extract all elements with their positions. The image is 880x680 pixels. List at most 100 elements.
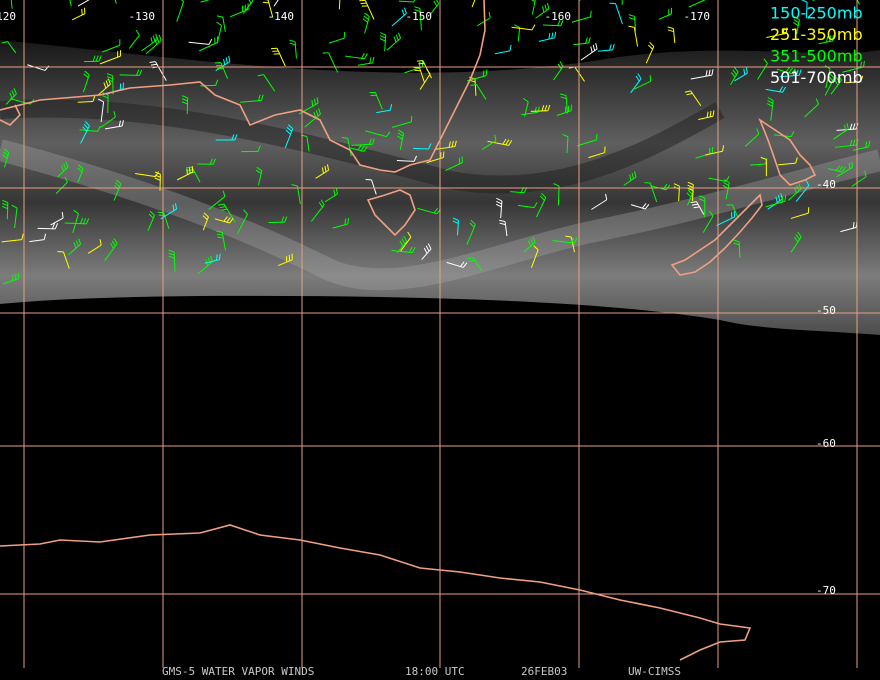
wind-barb-shaft <box>536 197 547 218</box>
wind-barb-feather <box>551 32 554 39</box>
wind-barb-feather <box>335 188 338 195</box>
wind-barb-feather <box>361 52 365 59</box>
nz-north-island <box>758 117 817 186</box>
wind-barb-shaft <box>141 39 158 52</box>
wind-barb-feather <box>78 238 82 245</box>
wind-barb-feather <box>792 22 799 27</box>
wind-barb-feather <box>531 0 536 3</box>
wind-barb-feather <box>158 34 162 41</box>
wind-barb-feather <box>826 36 829 43</box>
wind-barb-feather <box>505 139 510 146</box>
legend-entry: 150-250mb <box>770 4 863 23</box>
lon-label: -170 <box>684 10 711 23</box>
lat-label: -60 <box>816 437 836 450</box>
coastlines <box>0 0 817 661</box>
wind-barb-feather <box>255 169 262 175</box>
wind-barb-shaft <box>790 212 809 219</box>
wind-barb-feather <box>113 111 116 118</box>
wind-barb-feather <box>106 73 113 77</box>
wind-barb-feather <box>531 24 536 31</box>
footer: GMS-5 WATER VAPOR WINDS 18:00 UTC 26FEB03 U… <box>162 665 681 678</box>
wind-barb-feather <box>258 94 261 101</box>
wind-barb-feather <box>13 88 17 95</box>
wind-barb-shaft <box>344 55 365 60</box>
footer-text: 26FEB03 <box>521 665 567 678</box>
wind-barb-feather <box>410 115 413 122</box>
wind-barb-feather <box>257 74 264 77</box>
wind-barb-feather <box>451 141 454 148</box>
wind-barb-feather <box>705 70 708 77</box>
wind-barb-feather <box>793 19 800 24</box>
wind-barb-shaft <box>77 168 84 183</box>
wind-barb-feather <box>368 138 372 145</box>
wind-barb-shaft <box>154 61 167 81</box>
wind-barb-feather <box>363 15 369 20</box>
wind-barb-feather <box>150 37 153 44</box>
wind-barb-shaft <box>365 130 387 138</box>
wind-barb-feather <box>863 60 865 67</box>
wind-barb-feather <box>43 233 47 240</box>
wind-barb-feather <box>318 108 321 115</box>
wind-barb-feather <box>634 171 637 178</box>
wind-barb-feather <box>363 146 368 152</box>
wind-barb-shaft <box>495 50 511 55</box>
wind-barb-feather <box>559 61 564 67</box>
wind-barb-feather <box>780 193 783 200</box>
wind-barb-shaft <box>702 215 714 233</box>
wind-barb-feather <box>77 167 83 173</box>
wind-barb-feather <box>523 97 529 103</box>
wind-barb-feather <box>790 131 795 137</box>
lat-label: -40 <box>816 178 836 191</box>
wind-barb-feather <box>760 156 767 160</box>
wind-barb-feather <box>398 32 402 39</box>
wind-barb-shaft <box>284 128 294 149</box>
wind-barb-shaft <box>57 166 69 178</box>
wind-barb-shaft <box>391 250 413 254</box>
wind-barb-feather <box>2 151 9 156</box>
wind-barb-feather <box>372 56 375 63</box>
wind-barb-feather <box>262 1 269 4</box>
wind-barb-shaft <box>487 140 509 146</box>
wind-barb-shaft <box>672 28 676 43</box>
wind-barb-feather <box>851 161 854 168</box>
wind-barb-shaft <box>145 40 162 55</box>
wind-barb-shaft <box>690 74 712 80</box>
wind-barb-feather <box>553 183 560 187</box>
wind-barb-feather <box>502 138 507 145</box>
wind-barb-shaft <box>27 64 46 71</box>
wind-barb-shaft <box>173 252 176 272</box>
wind-barb-feather <box>139 69 143 76</box>
wind-barb-feather <box>595 42 598 50</box>
wind-barb-feather <box>362 18 368 23</box>
wind-barb-feather <box>781 196 784 203</box>
wind-barb-feather <box>792 69 796 76</box>
wind-barb-shaft <box>765 200 786 208</box>
wind-barb-feather <box>482 70 485 77</box>
wind-barb-feather <box>649 41 655 47</box>
wind-barb-feather <box>357 144 362 151</box>
wind-barb-feather <box>554 31 557 38</box>
wind-barb-feather <box>629 174 632 181</box>
wind-barb-feather <box>155 171 159 177</box>
moisture-band <box>0 139 880 291</box>
wind-barb-shaft <box>202 216 209 231</box>
wind-barb-feather <box>136 69 140 76</box>
wind-barb-shaft <box>615 3 623 25</box>
wind-barb-feather <box>208 38 213 45</box>
wind-barb-feather <box>82 126 88 132</box>
wind-barb-feather <box>635 75 640 82</box>
wind-barb-shaft <box>417 207 438 215</box>
wind-barb-shaft <box>7 41 17 54</box>
wind-barb-feather <box>829 73 835 79</box>
wind-barb-feather <box>155 33 158 40</box>
wind-barb-shaft <box>347 138 352 157</box>
wind-barb-shaft <box>634 80 651 90</box>
wind-barb-shaft <box>223 203 236 223</box>
wind-barb-feather <box>496 197 503 202</box>
wind-barb-feather <box>732 69 737 75</box>
wind-barb-feather <box>452 220 459 224</box>
wind-barb-feather <box>181 101 188 105</box>
wind-barb-shaft <box>128 35 140 49</box>
wind-barb-shaft <box>834 144 857 148</box>
wind-barb-feather <box>228 55 231 62</box>
